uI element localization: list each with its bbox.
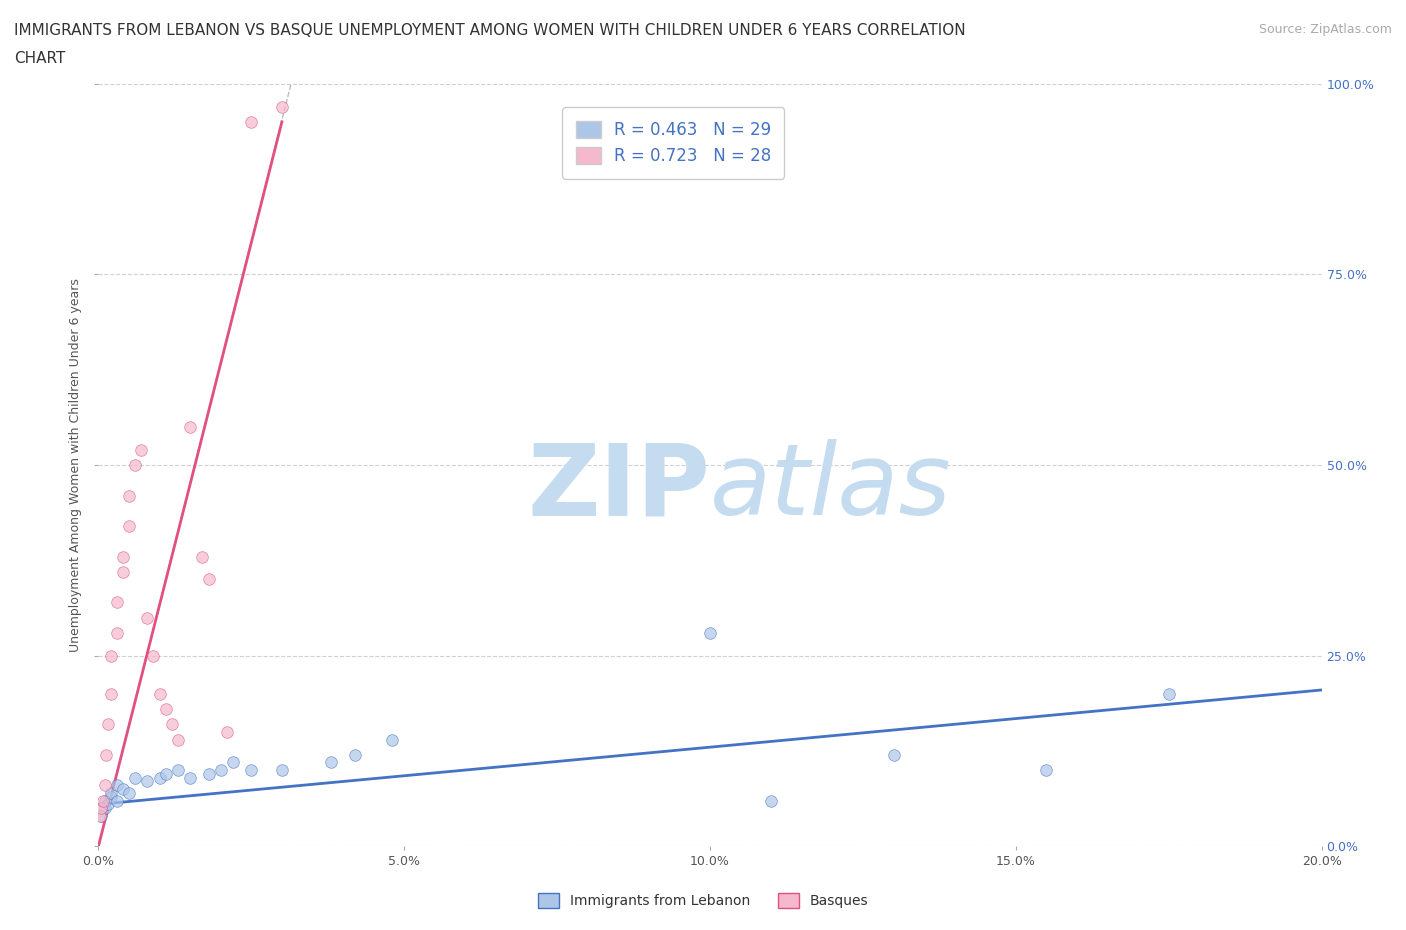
Point xyxy=(124,770,146,785)
Point xyxy=(129,443,152,458)
Point xyxy=(100,786,122,801)
Point xyxy=(167,763,190,777)
Point xyxy=(90,808,112,823)
Point xyxy=(100,648,122,663)
Text: CHART: CHART xyxy=(14,51,66,66)
Point xyxy=(124,458,146,472)
Point xyxy=(149,686,172,701)
Point xyxy=(179,770,201,785)
Point xyxy=(381,732,404,747)
Text: IMMIGRANTS FROM LEBANON VS BASQUE UNEMPLOYMENT AMONG WOMEN WITH CHILDREN UNDER 6: IMMIGRANTS FROM LEBANON VS BASQUE UNEMPL… xyxy=(14,23,966,38)
Point xyxy=(97,717,120,732)
Point xyxy=(91,793,114,808)
Point xyxy=(344,748,367,763)
Point xyxy=(90,801,112,816)
Point xyxy=(699,625,721,640)
Y-axis label: Unemployment Among Women with Children Under 6 years: Unemployment Among Women with Children U… xyxy=(69,278,83,652)
Point xyxy=(240,114,263,129)
Point xyxy=(118,519,141,534)
Point xyxy=(105,625,128,640)
Point xyxy=(1035,763,1057,777)
Point xyxy=(240,763,263,777)
Point xyxy=(149,770,172,785)
Point xyxy=(191,549,214,564)
Point xyxy=(105,777,128,792)
Point xyxy=(118,488,141,503)
Point xyxy=(883,748,905,763)
Point xyxy=(759,793,782,808)
Point xyxy=(179,419,201,434)
Point xyxy=(100,790,122,804)
Point xyxy=(97,797,120,812)
Point xyxy=(1157,686,1180,701)
Point xyxy=(118,786,141,801)
Point xyxy=(197,766,219,781)
Legend: Immigrants from Lebanon, Basques: Immigrants from Lebanon, Basques xyxy=(533,888,873,914)
Point xyxy=(197,572,219,587)
Point xyxy=(111,781,134,796)
Text: ZIP: ZIP xyxy=(527,439,710,537)
Text: Source: ZipAtlas.com: Source: ZipAtlas.com xyxy=(1258,23,1392,36)
Point xyxy=(100,686,122,701)
Point xyxy=(93,793,115,808)
Point xyxy=(270,100,292,114)
Point xyxy=(160,717,183,732)
Point xyxy=(105,793,128,808)
Text: atlas: atlas xyxy=(710,439,952,537)
Point xyxy=(209,763,232,777)
Point xyxy=(111,549,134,564)
Point xyxy=(111,565,134,579)
Point xyxy=(94,748,117,763)
Point xyxy=(136,774,159,789)
Legend: R = 0.463   N = 29, R = 0.723   N = 28: R = 0.463 N = 29, R = 0.723 N = 28 xyxy=(562,107,785,179)
Point xyxy=(136,610,159,625)
Point xyxy=(155,766,177,781)
Point xyxy=(215,724,238,739)
Point xyxy=(105,595,128,610)
Point xyxy=(155,701,177,716)
Point xyxy=(270,763,292,777)
Point xyxy=(89,808,111,823)
Point xyxy=(167,732,190,747)
Point xyxy=(222,755,245,770)
Point xyxy=(319,755,342,770)
Point xyxy=(142,648,165,663)
Point xyxy=(93,801,115,816)
Point xyxy=(93,777,115,792)
